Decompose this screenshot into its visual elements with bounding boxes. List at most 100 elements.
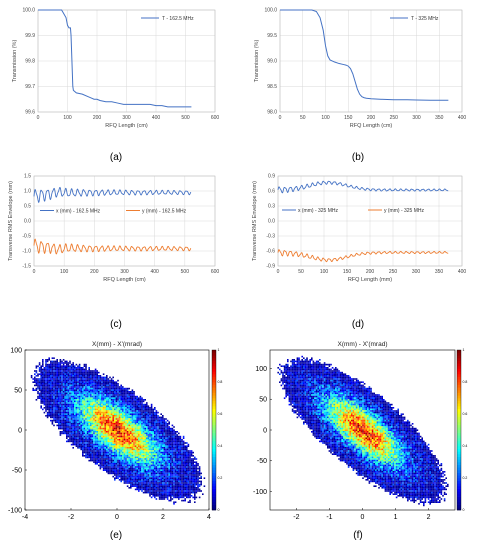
heatmap-cell: [72, 432, 74, 435]
heatmap-cell: [158, 483, 161, 486]
heatmap-cell: [77, 379, 79, 382]
heatmap-cell: [74, 383, 76, 385]
heatmap-cell: [109, 439, 111, 441]
heatmap-cell: [174, 451, 177, 454]
heatmap-cell: [176, 447, 178, 449]
heatmap-cell: [178, 490, 180, 492]
heatmap-cell: [70, 400, 73, 403]
heatmap-cell: [117, 400, 119, 403]
heatmap-cell: [75, 400, 78, 403]
heatmap-cell: [109, 463, 111, 465]
heatmap-cell: [66, 379, 68, 382]
heatmap-cell: [120, 419, 122, 422]
heatmap-cell: [158, 429, 161, 431]
heatmap-cell: [144, 399, 146, 401]
heatmap-cell: [160, 431, 162, 433]
heatmap-cell: [125, 415, 127, 417]
heatmap-cell: [67, 378, 70, 380]
heatmap-cell: [147, 440, 150, 443]
heatmap-cell: [75, 419, 78, 422]
heatmap-cell: [181, 463, 183, 465]
heatmap-cell: [53, 411, 55, 414]
heatmap-cell: [90, 376, 92, 379]
heatmap-cell: [91, 379, 94, 382]
heatmap-cell: [74, 432, 76, 435]
heatmap-cell: [102, 421, 105, 423]
heatmap-cell: [99, 437, 102, 439]
heatmap-cell: [85, 445, 87, 447]
heatmap-cell: [99, 427, 102, 430]
heatmap-cell: [147, 490, 150, 492]
heatmap-cell: [131, 421, 134, 423]
heatmap-cell: [163, 445, 166, 447]
heatmap-cell: [162, 443, 164, 446]
heatmap-cell: [152, 408, 154, 411]
heatmap-cell: [43, 386, 46, 388]
heatmap-cell: [118, 453, 121, 455]
heatmap-cell: [88, 411, 90, 414]
heatmap-cell: [112, 400, 114, 403]
heatmap-cell: [101, 376, 103, 379]
heatmap-cell: [138, 466, 140, 468]
heatmap-cell: [128, 387, 130, 390]
heatmap-cell: [43, 373, 46, 375]
heatmap-cell: [72, 413, 74, 415]
heatmap-cell: [112, 416, 114, 419]
heatmap-cell: [157, 419, 159, 422]
heatmap-cell: [112, 424, 114, 427]
heatmap-cell: [110, 427, 113, 430]
heatmap-cell: [78, 408, 81, 411]
heatmap-cell: [134, 423, 137, 425]
heatmap-cell: [162, 437, 164, 439]
heatmap-cell: [78, 445, 81, 447]
heatmap-cell: [173, 461, 175, 463]
heatmap-cell: [123, 397, 126, 399]
heatmap-cell: [123, 426, 126, 428]
heatmap-cell: [72, 384, 74, 387]
heatmap-cell: [126, 407, 129, 409]
y-tick-label: 99.8: [25, 59, 35, 65]
heatmap-cell: [176, 443, 178, 446]
heatmap-cell: [146, 490, 148, 492]
heatmap-cell: [106, 392, 108, 395]
heatmap-cell: [149, 410, 151, 412]
heatmap-cell: [142, 432, 145, 435]
heatmap-cell: [58, 373, 60, 375]
heatmap-cell: [181, 474, 183, 476]
heatmap-cell: [139, 477, 142, 479]
heatmap-cell: [134, 448, 137, 451]
heatmap-cell: [82, 437, 84, 439]
heatmap-cell: [149, 411, 151, 414]
heatmap-cell: [101, 405, 103, 407]
heatmap-cell: [104, 450, 106, 452]
heatmap-cell: [128, 391, 130, 393]
heatmap-cell: [144, 453, 146, 455]
heatmap-cell: [58, 400, 60, 403]
heatmap-cell: [37, 387, 39, 390]
heatmap-cell: [54, 383, 57, 385]
heatmap-cell: [67, 400, 70, 403]
heatmap-cell: [110, 461, 113, 463]
heatmap-cell: [90, 440, 92, 443]
heatmap-cell: [98, 431, 100, 433]
heatmap-cell: [117, 415, 119, 417]
heatmap-cell: [72, 403, 74, 406]
heatmap-cell: [174, 480, 177, 483]
heatmap-cell: [178, 472, 180, 475]
heatmap-cell: [48, 367, 50, 369]
heatmap-cell: [182, 466, 185, 468]
heatmap-cell: [198, 488, 201, 491]
heatmap-cell: [72, 439, 74, 441]
heatmap-cell: [86, 378, 89, 380]
heatmap-cell: [118, 411, 121, 414]
heatmap-cell: [88, 434, 90, 436]
heatmap-cell: [134, 450, 137, 452]
heatmap-cell: [107, 427, 110, 430]
heatmap-cell: [118, 394, 121, 396]
heatmap-cell: [98, 429, 100, 431]
heatmap-cell: [150, 410, 153, 412]
heatmap-cell: [35, 399, 38, 401]
heatmap-cell: [45, 362, 47, 364]
